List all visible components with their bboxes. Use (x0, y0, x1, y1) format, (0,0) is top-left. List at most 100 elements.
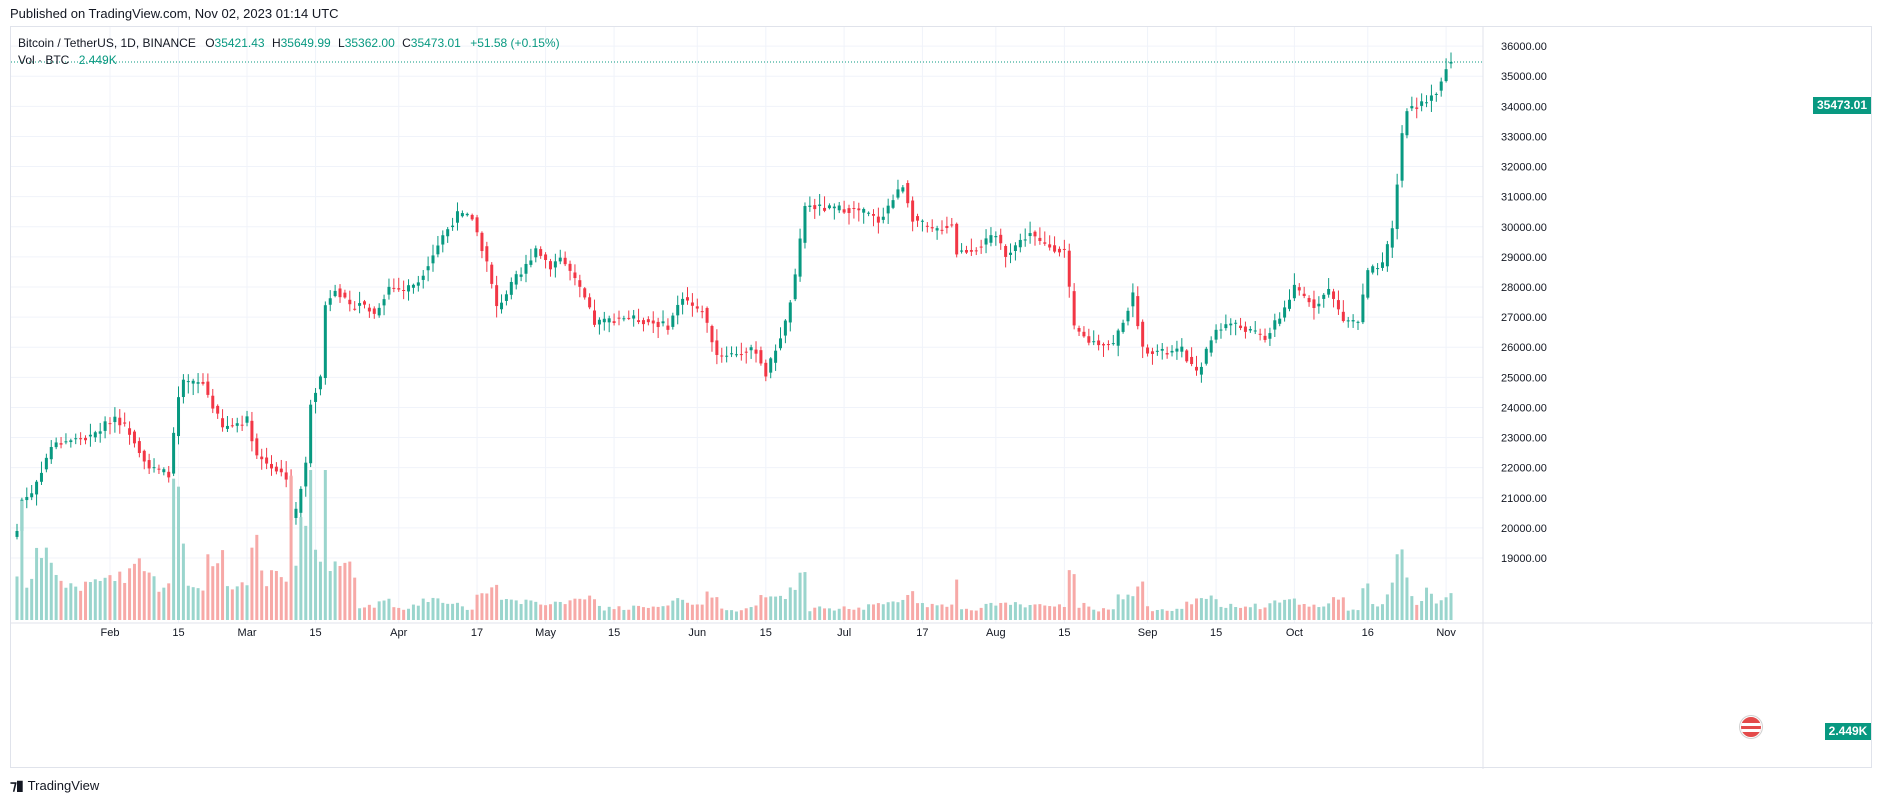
candle-body[interactable] (1009, 252, 1013, 255)
candle-body[interactable] (666, 325, 670, 330)
candle-body[interactable] (568, 263, 572, 271)
candle-body[interactable] (343, 292, 347, 298)
candle-body[interactable] (690, 302, 694, 306)
candle-body[interactable] (749, 347, 753, 351)
candle-body[interactable] (901, 187, 905, 192)
candle-body[interactable] (1165, 353, 1169, 355)
candle-body[interactable] (1302, 293, 1306, 297)
candle-body[interactable] (984, 238, 988, 245)
candle-body[interactable] (221, 418, 225, 428)
candle-body[interactable] (744, 351, 748, 353)
candle-body[interactable] (1062, 248, 1066, 250)
candle-body[interactable] (1336, 300, 1340, 310)
candle-body[interactable] (1292, 284, 1296, 299)
candle-body[interactable] (788, 302, 792, 323)
candle-body[interactable] (162, 469, 166, 473)
candle-body[interactable] (1057, 248, 1061, 253)
candle-body[interactable] (367, 307, 371, 312)
candle-body[interactable] (407, 285, 411, 292)
candle-body[interactable] (1077, 328, 1081, 332)
candle-body[interactable] (1053, 245, 1057, 252)
candle-body[interactable] (945, 225, 949, 229)
candle-body[interactable] (832, 206, 836, 209)
candle-body[interactable] (739, 354, 743, 356)
candle-body[interactable] (118, 417, 122, 426)
candle-body[interactable] (695, 306, 699, 309)
candle-body[interactable] (886, 205, 890, 214)
candle-body[interactable] (147, 460, 151, 469)
candle-body[interactable] (514, 274, 518, 285)
candle-body[interactable] (1376, 268, 1380, 270)
candle-body[interactable] (1322, 294, 1326, 299)
candle-body[interactable] (1219, 329, 1223, 331)
candle-body[interactable] (1390, 228, 1394, 248)
candle-body[interactable] (734, 354, 738, 356)
candle-body[interactable] (1258, 333, 1262, 335)
candle-body[interactable] (1405, 111, 1409, 136)
candle-body[interactable] (1439, 81, 1443, 91)
candle-body[interactable] (225, 425, 229, 429)
candle-body[interactable] (1106, 344, 1110, 346)
candle-body[interactable] (1234, 322, 1238, 324)
candle-body[interactable] (446, 229, 450, 237)
candle-body[interactable] (1038, 237, 1042, 241)
candle-body[interactable] (1229, 323, 1233, 326)
candle-body[interactable] (265, 457, 269, 464)
candle-body[interactable] (338, 288, 342, 298)
candle-body[interactable] (387, 286, 391, 295)
candle-body[interactable] (593, 310, 597, 325)
candle-body[interactable] (769, 358, 773, 373)
candle-body[interactable] (460, 213, 464, 217)
candle-body[interactable] (955, 223, 959, 255)
candle-body[interactable] (1268, 333, 1272, 339)
candle-body[interactable] (1371, 266, 1375, 273)
candle-body[interactable] (1248, 329, 1252, 331)
candle-body[interactable] (1170, 350, 1174, 353)
candle-body[interactable] (686, 297, 690, 301)
candle-body[interactable] (372, 308, 376, 314)
candle-body[interactable] (93, 432, 97, 438)
candle-body[interactable] (323, 305, 327, 379)
candle-body[interactable] (206, 381, 210, 395)
candle-body[interactable] (44, 457, 48, 470)
candle-body[interactable] (64, 441, 68, 443)
candle-body[interactable] (504, 294, 508, 301)
candle-body[interactable] (1346, 320, 1350, 322)
candle-body[interactable] (529, 260, 533, 265)
candle-body[interactable] (79, 438, 83, 440)
candle-body[interactable] (940, 229, 944, 231)
candle-body[interactable] (441, 235, 445, 245)
candle-body[interactable] (328, 298, 332, 305)
candle-body[interactable] (1312, 299, 1316, 309)
candle-body[interactable] (314, 392, 318, 402)
candle-body[interactable] (1121, 322, 1125, 332)
candle-body[interactable] (730, 353, 734, 355)
candle-body[interactable] (1410, 106, 1414, 109)
candle-body[interactable] (1395, 184, 1399, 229)
candle-body[interactable] (960, 250, 964, 252)
candle-body[interactable] (108, 423, 112, 425)
candle-body[interactable] (1195, 366, 1199, 371)
candle-body[interactable] (1415, 107, 1419, 109)
candle-body[interactable] (362, 301, 366, 305)
candle-body[interactable] (88, 434, 92, 437)
candle-body[interactable] (470, 214, 474, 220)
candle-body[interactable] (999, 234, 1003, 244)
candle-body[interactable] (867, 212, 871, 214)
candle-body[interactable] (563, 257, 567, 265)
candle-body[interactable] (49, 447, 53, 460)
candle-body[interactable] (1278, 318, 1282, 324)
candle-body[interactable] (1092, 341, 1096, 343)
candle-body[interactable] (1146, 347, 1150, 354)
candle-body[interactable] (896, 189, 900, 198)
candle-body[interactable] (651, 320, 655, 324)
candle-body[interactable] (59, 443, 63, 445)
candle-body[interactable] (274, 466, 278, 472)
candle-body[interactable] (196, 382, 200, 384)
candle-body[interactable] (397, 288, 401, 290)
candle-body[interactable] (284, 472, 288, 480)
candle-body[interactable] (318, 376, 322, 390)
candle-body[interactable] (1160, 348, 1164, 351)
candle-body[interactable] (558, 257, 562, 262)
candle-body[interactable] (431, 255, 435, 264)
